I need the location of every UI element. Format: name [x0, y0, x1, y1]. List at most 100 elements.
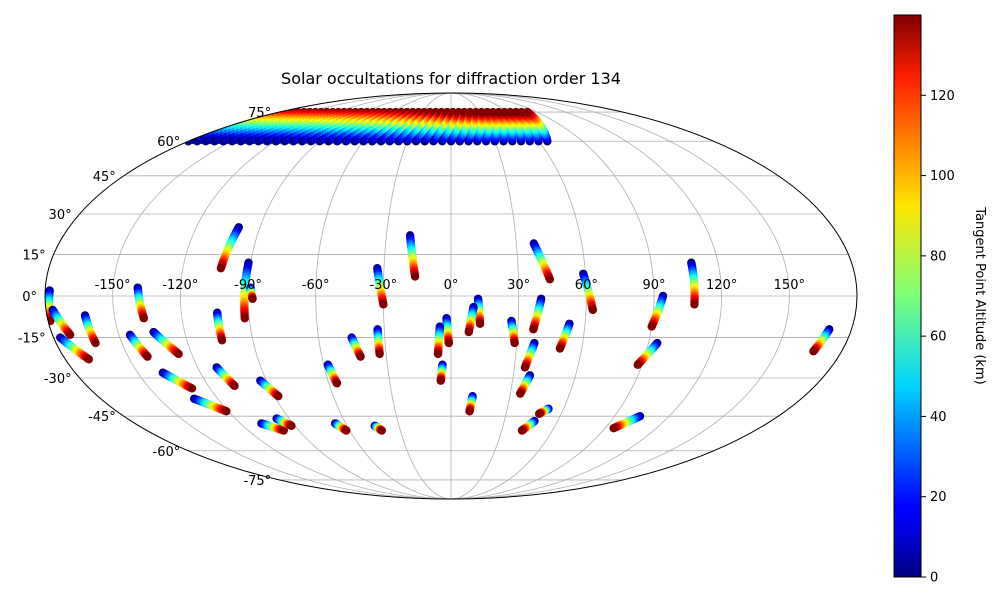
occultation-track — [190, 394, 231, 416]
occultation-point — [588, 305, 597, 315]
occultation-point — [520, 363, 530, 372]
lon-tick-label: -90° — [234, 278, 262, 293]
occultation-track — [256, 376, 283, 401]
occultation-point — [377, 426, 386, 435]
occultation-track — [535, 404, 553, 418]
occultation-track — [133, 283, 149, 323]
meridian-gridline — [450, 92, 790, 500]
occultation-point — [809, 347, 818, 356]
occultation-point — [274, 391, 283, 401]
occultation-point — [609, 423, 618, 433]
occultation-track — [45, 286, 55, 326]
occultation-point — [510, 338, 519, 348]
colorbar-tick-label: 120 — [930, 89, 955, 104]
lon-tick-label: -150° — [95, 278, 131, 293]
occultation-track — [555, 319, 574, 353]
occultation-point — [174, 349, 183, 359]
lat-tick-label: -45° — [88, 410, 116, 425]
lat-tick-label: -60° — [153, 445, 181, 460]
occultation-point — [222, 407, 231, 416]
occultation-track — [520, 338, 539, 372]
occultation-point — [240, 314, 249, 323]
meridian-gridline — [450, 92, 723, 500]
lat-tick-label: -15° — [18, 332, 46, 347]
occultation-track — [80, 311, 100, 348]
colorbar-tick-label: 20 — [930, 490, 947, 505]
occultation-track — [609, 411, 645, 433]
polar-occultation-track — [500, 107, 517, 146]
occultation-track — [158, 368, 197, 393]
occultation-point — [279, 426, 288, 435]
occultation-point — [91, 338, 100, 348]
occultation-point — [143, 352, 152, 361]
occultation-track — [633, 338, 662, 369]
lat-tick-label: 30° — [49, 208, 72, 223]
polar-occultation-track — [473, 107, 487, 146]
polar-occultation-track — [523, 107, 552, 146]
occultation-track — [687, 258, 699, 309]
occultation-track — [405, 231, 420, 281]
lon-tick-label: 60° — [575, 278, 598, 293]
occultation-track — [216, 223, 243, 273]
occultation-point — [535, 409, 544, 418]
occultation-point — [633, 360, 642, 369]
occultation-track — [436, 360, 447, 385]
lon-tick-label: -30° — [369, 278, 397, 293]
occultation-point — [66, 330, 75, 340]
lat-tick-label: 45° — [93, 170, 116, 185]
occultation-point — [529, 325, 538, 334]
occultation-track — [370, 421, 386, 435]
lon-tick-label: 150° — [774, 278, 805, 293]
colorbar: 0 20 40 60 80 100 120 Tangent Point Altitude (… — [893, 14, 987, 586]
occultation-track — [442, 314, 454, 348]
occultation-point — [375, 349, 384, 359]
occultation-point — [545, 275, 555, 284]
polar-occultation-track — [403, 107, 440, 146]
lat-tick-label: -30° — [44, 372, 72, 387]
lat-tick-label: 0° — [22, 290, 37, 305]
lon-tick-label: -120° — [162, 278, 198, 293]
latitude-tick-labels: -75° -60° -45° -30° -15° 0° 15° 30° 45° 60° 75° — [18, 106, 271, 489]
occultation-track — [125, 330, 152, 361]
colorbar-label: Tangent Point Altitude (km) — [972, 206, 987, 384]
occultation-point — [332, 379, 342, 388]
colorbar-tick-label: 60 — [930, 330, 947, 345]
occultation-track — [647, 291, 668, 331]
occultation-track — [433, 322, 445, 359]
polar-occultation-track — [455, 107, 475, 146]
occultation-track — [373, 325, 384, 359]
occultation-track — [516, 371, 535, 398]
colorbar-tick-label: 40 — [930, 410, 947, 425]
colorbar-tick-label: 0 — [930, 571, 938, 586]
occultation-track — [529, 294, 546, 334]
occultation-point — [475, 319, 485, 328]
occultation-point — [436, 376, 445, 385]
occultation-point — [690, 300, 699, 309]
lon-tick-label: 0° — [444, 278, 459, 293]
occultation-track — [809, 325, 834, 356]
occultation-track — [48, 305, 75, 340]
lat-tick-label: -75° — [243, 474, 271, 489]
occultation-point — [217, 336, 227, 345]
occultation-point — [248, 294, 257, 303]
occultation-track — [56, 333, 94, 364]
colorbar-tick-label: 80 — [930, 249, 947, 264]
lon-tick-label: 30° — [507, 278, 530, 293]
occultation-point — [379, 300, 388, 309]
map-boundary — [44, 92, 858, 500]
occultation-track — [149, 327, 183, 359]
occultation-track — [579, 269, 597, 315]
polar-occultation-track — [464, 107, 481, 146]
lon-tick-label: -60° — [302, 278, 330, 293]
occultation-point — [647, 322, 656, 331]
occultation-point — [444, 338, 454, 348]
occultation-point — [464, 327, 473, 337]
occultation-point — [342, 426, 351, 435]
occultation-track — [465, 391, 477, 416]
occultation-track — [246, 283, 257, 303]
occultation-track — [529, 239, 555, 284]
data-tracks — [45, 107, 834, 435]
colorbar-scale — [893, 14, 922, 578]
occultation-track — [213, 308, 227, 345]
occultation-point — [84, 355, 94, 364]
